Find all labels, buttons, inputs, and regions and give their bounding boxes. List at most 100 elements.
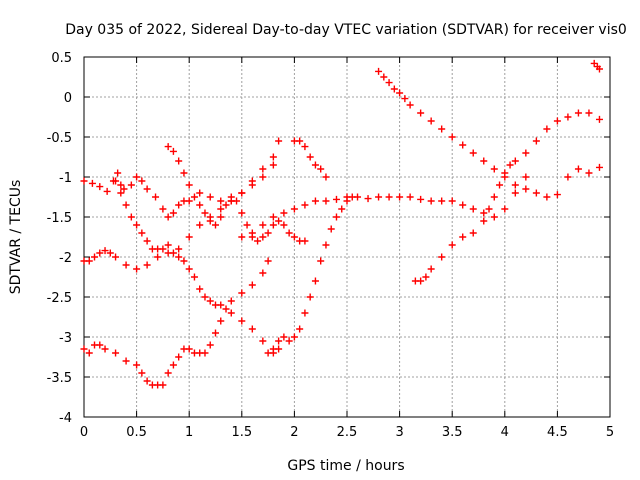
data-point — [595, 115, 603, 123]
data-point — [217, 213, 225, 221]
data-point — [217, 301, 225, 309]
data-point — [469, 229, 477, 237]
series-4 — [164, 143, 309, 245]
data-point — [122, 357, 130, 365]
data-point — [406, 193, 414, 201]
data-point — [469, 205, 477, 213]
x-tick-label: 2 — [290, 425, 298, 440]
data-point — [490, 193, 498, 201]
data-point — [185, 181, 193, 189]
x-tick-label: 1 — [185, 425, 193, 440]
data-point — [175, 353, 183, 361]
data-point — [185, 197, 193, 205]
data-point — [290, 333, 298, 341]
data-point — [196, 221, 204, 229]
data-point — [506, 161, 514, 169]
data-point — [496, 181, 504, 189]
data-point — [217, 205, 225, 213]
data-point — [501, 169, 509, 177]
y-tick-label: -4 — [59, 411, 72, 426]
data-point — [152, 193, 160, 201]
series-6 — [264, 193, 356, 357]
data-point — [190, 193, 198, 201]
data-point — [185, 265, 193, 273]
data-point — [175, 245, 183, 253]
data-point — [259, 165, 267, 173]
data-point — [285, 337, 293, 345]
data-point — [311, 161, 319, 169]
data-point — [296, 137, 304, 145]
data-point — [143, 237, 151, 245]
data-point — [343, 193, 351, 201]
data-point — [585, 169, 593, 177]
data-point — [406, 101, 414, 109]
data-point — [222, 305, 230, 313]
data-point — [238, 289, 246, 297]
data-point — [227, 309, 235, 317]
data-point — [522, 149, 530, 157]
data-point — [175, 201, 183, 209]
y-tick-label: -3 — [59, 331, 72, 346]
data-point — [196, 201, 204, 209]
data-point — [338, 205, 346, 213]
data-point — [301, 309, 309, 317]
data-point — [112, 177, 120, 185]
data-point — [280, 221, 288, 229]
data-point — [317, 257, 325, 265]
data-point — [248, 181, 256, 189]
data-point — [212, 329, 219, 337]
x-tick-label: 1.5 — [231, 425, 252, 440]
data-point — [159, 245, 167, 253]
data-point — [127, 213, 135, 221]
data-point — [96, 249, 104, 257]
data-point — [280, 333, 288, 341]
x-tick-label: 5 — [606, 425, 614, 440]
data-point — [138, 229, 146, 237]
data-point — [259, 221, 267, 229]
data-point — [511, 157, 519, 165]
x-tick-labels: 0 0.5 1 1.5 2 2.5 3 3.5 4 4.5 5 — [80, 425, 614, 440]
data-point — [238, 209, 246, 217]
data-point — [85, 349, 93, 357]
data-point — [564, 113, 572, 121]
data-point — [401, 95, 409, 103]
data-point — [275, 337, 283, 345]
data-point — [206, 217, 214, 225]
data-point — [564, 173, 572, 181]
data-point — [175, 157, 183, 165]
data-point — [490, 165, 498, 173]
data-point — [122, 261, 130, 269]
data-point — [185, 233, 193, 241]
data-point — [238, 317, 246, 325]
series-9 — [375, 67, 603, 201]
x-tick-label: 4.5 — [547, 425, 568, 440]
data-point — [438, 197, 446, 205]
data-point — [532, 189, 540, 197]
data-point — [553, 117, 561, 125]
data-point — [96, 341, 104, 349]
data-point — [438, 253, 446, 261]
y-tick-label: 0.5 — [51, 51, 72, 66]
y-tick-labels: 0.5 0 -0.5 -1 -1.5 -2 -2.5 -3 -3.5 -4 — [47, 51, 72, 426]
data-point — [522, 173, 530, 181]
data-point — [532, 137, 540, 145]
y-tick-label: -0.5 — [47, 131, 72, 146]
data-point — [117, 189, 125, 197]
data-point — [133, 221, 141, 229]
data-point — [438, 125, 446, 133]
data-point — [106, 249, 114, 257]
data-point — [91, 253, 99, 261]
data-point — [175, 253, 183, 261]
data-point — [80, 345, 88, 353]
x-tick-label: 3.5 — [442, 425, 463, 440]
data-point — [417, 277, 425, 285]
data-point — [159, 381, 167, 389]
data-point — [101, 345, 109, 353]
data-point — [275, 137, 283, 145]
data-point — [248, 229, 256, 237]
data-point — [190, 273, 198, 281]
data-point — [169, 209, 177, 217]
data-point — [164, 213, 172, 221]
